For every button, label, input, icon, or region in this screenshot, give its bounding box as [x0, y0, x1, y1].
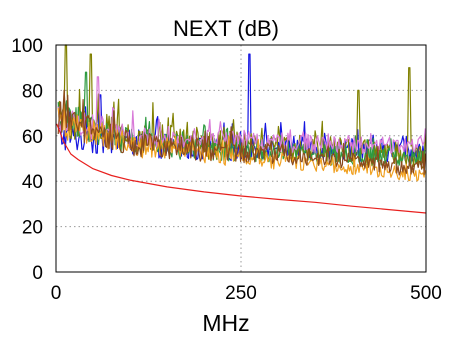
y-tick-label: 20 [22, 218, 43, 239]
x-tick-label: 250 [225, 283, 257, 304]
y-tick-label: 40 [22, 172, 43, 193]
y-tick-label: 80 [22, 81, 43, 102]
x-axis-label: MHz [202, 310, 249, 336]
y-tick-label: 60 [22, 127, 43, 148]
measured-traces [58, 45, 425, 181]
x-axis-ticks: 0 250 500 [51, 283, 442, 304]
x-tick-label: 0 [51, 283, 62, 304]
y-tick-label: 0 [32, 263, 43, 284]
x-tick-label: 500 [410, 283, 442, 304]
y-axis-ticks: 0 20 40 60 80 100 [11, 36, 43, 284]
chart-title: NEXT (dB) [173, 16, 279, 41]
y-tick-label: 100 [11, 36, 43, 57]
